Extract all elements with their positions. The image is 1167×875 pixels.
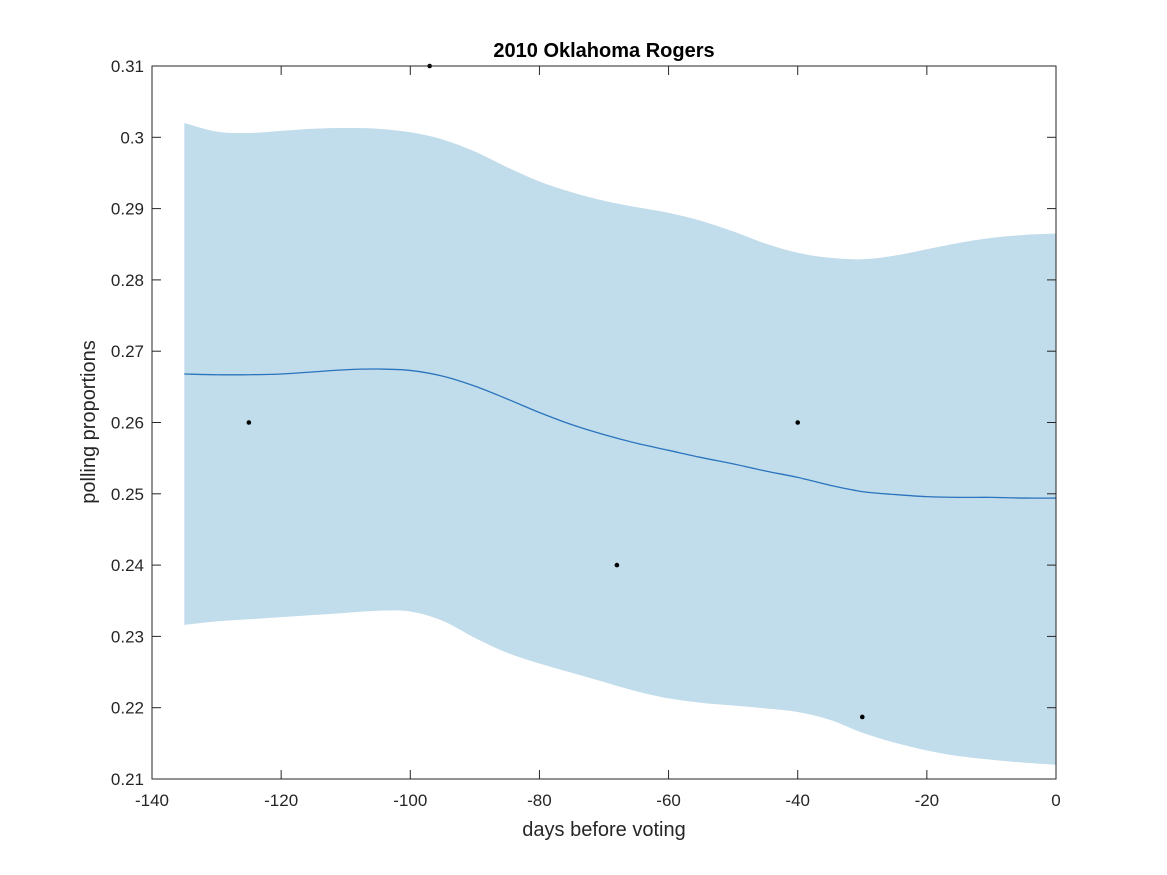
x-tick-label: 0 xyxy=(1051,791,1060,810)
x-tick-label: -40 xyxy=(785,791,810,810)
x-tick-label: -60 xyxy=(656,791,681,810)
y-tick-label: 0.26 xyxy=(111,414,144,433)
y-tick-label: 0.24 xyxy=(111,556,144,575)
y-tick-label: 0.27 xyxy=(111,342,144,361)
y-tick-label: 0.22 xyxy=(111,699,144,718)
y-tick-label: 0.21 xyxy=(111,770,144,789)
poll-point xyxy=(795,420,801,425)
y-axis-label: polling proportions xyxy=(78,340,100,503)
y-tick-label: 0.29 xyxy=(111,200,144,219)
poll-point xyxy=(859,714,865,720)
y-tick-label: 0.25 xyxy=(111,485,144,504)
y-tick-label: 0.31 xyxy=(111,57,144,76)
x-tick-label: -140 xyxy=(135,791,169,810)
y-ticks-layer: 0.21 0.22 0.23 0.24 0.25 0.26 0.27 0.28 0.29 0.3 0… xyxy=(111,57,1056,789)
y-tick-label: 0.23 xyxy=(111,627,144,646)
x-tick-label: -20 xyxy=(915,791,940,810)
poll-points-layer xyxy=(246,63,865,720)
poll-point xyxy=(246,420,252,425)
x-tick-label: -100 xyxy=(393,791,427,810)
poll-point xyxy=(614,562,620,568)
y-tick-label: 0.28 xyxy=(111,271,144,290)
x-tick-label: -120 xyxy=(264,791,298,810)
x-ticks-layer: -140 -120 -100 -80 -60 -40 -20 0 xyxy=(135,66,1061,810)
x-axis-label: days before voting xyxy=(522,819,685,841)
y-tick-label: 0.3 xyxy=(120,128,144,147)
trend-line-layer xyxy=(184,368,1057,499)
trend-line xyxy=(184,368,1057,499)
chart-title: 2010 Oklahoma Rogers xyxy=(493,40,714,62)
confidence-band xyxy=(184,123,1057,765)
x-tick-label: -80 xyxy=(527,791,552,810)
confidence-band-layer xyxy=(184,123,1057,765)
